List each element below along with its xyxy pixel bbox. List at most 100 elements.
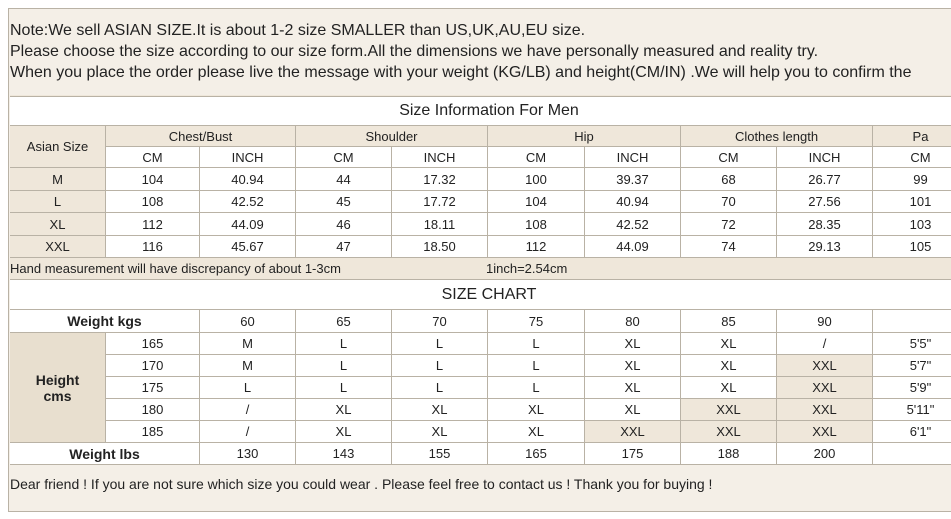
value-cell: 46 bbox=[296, 213, 392, 236]
unit-header: INCH bbox=[200, 147, 296, 168]
value-cell: 101 bbox=[873, 191, 951, 213]
value-cell: 104 bbox=[106, 168, 200, 191]
value-cell: 40.94 bbox=[585, 191, 681, 213]
size-cell: M bbox=[10, 168, 106, 191]
size-cell: XL bbox=[296, 399, 392, 421]
unit-header: INCH bbox=[777, 147, 873, 168]
unit-header: CM bbox=[681, 147, 777, 168]
feet-cell: 5'9" bbox=[873, 377, 951, 399]
value-cell: 68 bbox=[681, 168, 777, 191]
value-cell: 99 bbox=[873, 168, 951, 191]
size-cell: L bbox=[488, 355, 585, 377]
row-label: Height cms bbox=[10, 333, 106, 443]
value-cell: 116 bbox=[106, 236, 200, 258]
weight-lbs: 155 bbox=[392, 443, 488, 465]
weight-lbs: 143 bbox=[296, 443, 392, 465]
note-line: Note:We sell ASIAN SIZE.It is about 1-2 … bbox=[10, 22, 586, 39]
unit-header: INCH bbox=[585, 147, 681, 168]
value-cell: 18.50 bbox=[392, 236, 488, 258]
value-cell: 100 bbox=[488, 168, 585, 191]
weight-lbs: 200 bbox=[777, 443, 873, 465]
size-cell: XL bbox=[585, 399, 681, 421]
value-cell: 108 bbox=[106, 191, 200, 213]
size-cell: XL bbox=[585, 377, 681, 399]
size-cell: XL bbox=[392, 399, 488, 421]
value-cell: 28.35 bbox=[777, 213, 873, 236]
weight-kg: 85 bbox=[681, 310, 777, 333]
value-cell: 45 bbox=[296, 191, 392, 213]
value-cell: 104 bbox=[488, 191, 585, 213]
value-cell: 17.32 bbox=[392, 168, 488, 191]
value-cell: 17.72 bbox=[392, 191, 488, 213]
size-cell: XL bbox=[681, 355, 777, 377]
size-cell: / bbox=[200, 421, 296, 443]
feet-cell: 5'11" bbox=[873, 399, 951, 421]
size-cell: L bbox=[296, 355, 392, 377]
unit-header: CM bbox=[488, 147, 585, 168]
unit-header: CM bbox=[873, 147, 951, 168]
row-label: Weight kgs bbox=[10, 310, 200, 333]
size-cell: XL bbox=[296, 421, 392, 443]
value-cell: 70 bbox=[681, 191, 777, 213]
value-cell: 74 bbox=[681, 236, 777, 258]
size-cell: L bbox=[392, 377, 488, 399]
feet-cell: 5'7" bbox=[873, 355, 951, 377]
size-cell: XXL bbox=[585, 421, 681, 443]
remark-row bbox=[10, 258, 951, 280]
value-cell: 47 bbox=[296, 236, 392, 258]
size-cell: L bbox=[10, 191, 106, 213]
value-cell: 103 bbox=[873, 213, 951, 236]
weight-lbs: 130 bbox=[200, 443, 296, 465]
height-cell: 180 bbox=[106, 399, 200, 421]
size-cell: L bbox=[200, 377, 296, 399]
value-cell: 44.09 bbox=[200, 213, 296, 236]
value-cell: 27.56 bbox=[777, 191, 873, 213]
row-label: Weight lbs bbox=[10, 443, 200, 465]
height-cell: 170 bbox=[106, 355, 200, 377]
remark: Hand measurement will have discrepancy o… bbox=[10, 261, 341, 276]
size-cell: / bbox=[200, 399, 296, 421]
weight-kg: 80 bbox=[585, 310, 681, 333]
unit-header: CM bbox=[296, 147, 392, 168]
group-header: Hip bbox=[488, 126, 681, 147]
value-cell: 39.37 bbox=[585, 168, 681, 191]
unit-header: INCH bbox=[392, 147, 488, 168]
unit-header: CM bbox=[106, 147, 200, 168]
value-cell: 45.67 bbox=[200, 236, 296, 258]
size-cell: XXL bbox=[777, 355, 873, 377]
group-header: Clothes length bbox=[681, 126, 873, 147]
size-cell: XL bbox=[488, 421, 585, 443]
chart-title: SIZE CHART bbox=[10, 280, 951, 310]
weight-lbs: 175 bbox=[585, 443, 681, 465]
value-cell: 26.77 bbox=[777, 168, 873, 191]
table-title: Size Information For Men bbox=[10, 97, 951, 126]
value-cell: 40.94 bbox=[200, 168, 296, 191]
group-header: Shoulder bbox=[296, 126, 488, 147]
empty-cell bbox=[873, 310, 951, 333]
size-cell: L bbox=[488, 377, 585, 399]
weight-lbs: 165 bbox=[488, 443, 585, 465]
value-cell: 112 bbox=[488, 236, 585, 258]
size-cell: L bbox=[296, 377, 392, 399]
value-cell: 112 bbox=[106, 213, 200, 236]
size-cell: XL bbox=[585, 355, 681, 377]
header-cell: Asian Size bbox=[10, 126, 106, 168]
height-cell: 165 bbox=[106, 333, 200, 355]
size-cell: XL bbox=[681, 377, 777, 399]
feet-cell: 6'1" bbox=[873, 421, 951, 443]
remark: 1inch=2.54cm bbox=[486, 261, 568, 276]
divider bbox=[10, 95, 951, 97]
weight-kg: 60 bbox=[200, 310, 296, 333]
note-line: Please choose the size according to our … bbox=[10, 43, 819, 60]
size-cell: XXL bbox=[777, 399, 873, 421]
size-cell: XXL bbox=[777, 377, 873, 399]
value-cell: 108 bbox=[488, 213, 585, 236]
weight-kg: 75 bbox=[488, 310, 585, 333]
size-cell: M bbox=[200, 333, 296, 355]
value-cell: 42.52 bbox=[200, 191, 296, 213]
size-cell: XXL bbox=[10, 236, 106, 258]
feet-cell: 5'5" bbox=[873, 333, 951, 355]
weight-kg: 90 bbox=[777, 310, 873, 333]
weight-lbs: 188 bbox=[681, 443, 777, 465]
